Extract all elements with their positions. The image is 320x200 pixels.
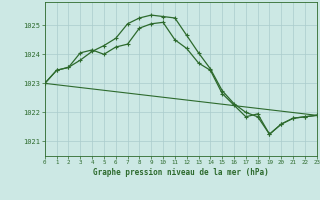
X-axis label: Graphe pression niveau de la mer (hPa): Graphe pression niveau de la mer (hPa) [93, 168, 269, 177]
